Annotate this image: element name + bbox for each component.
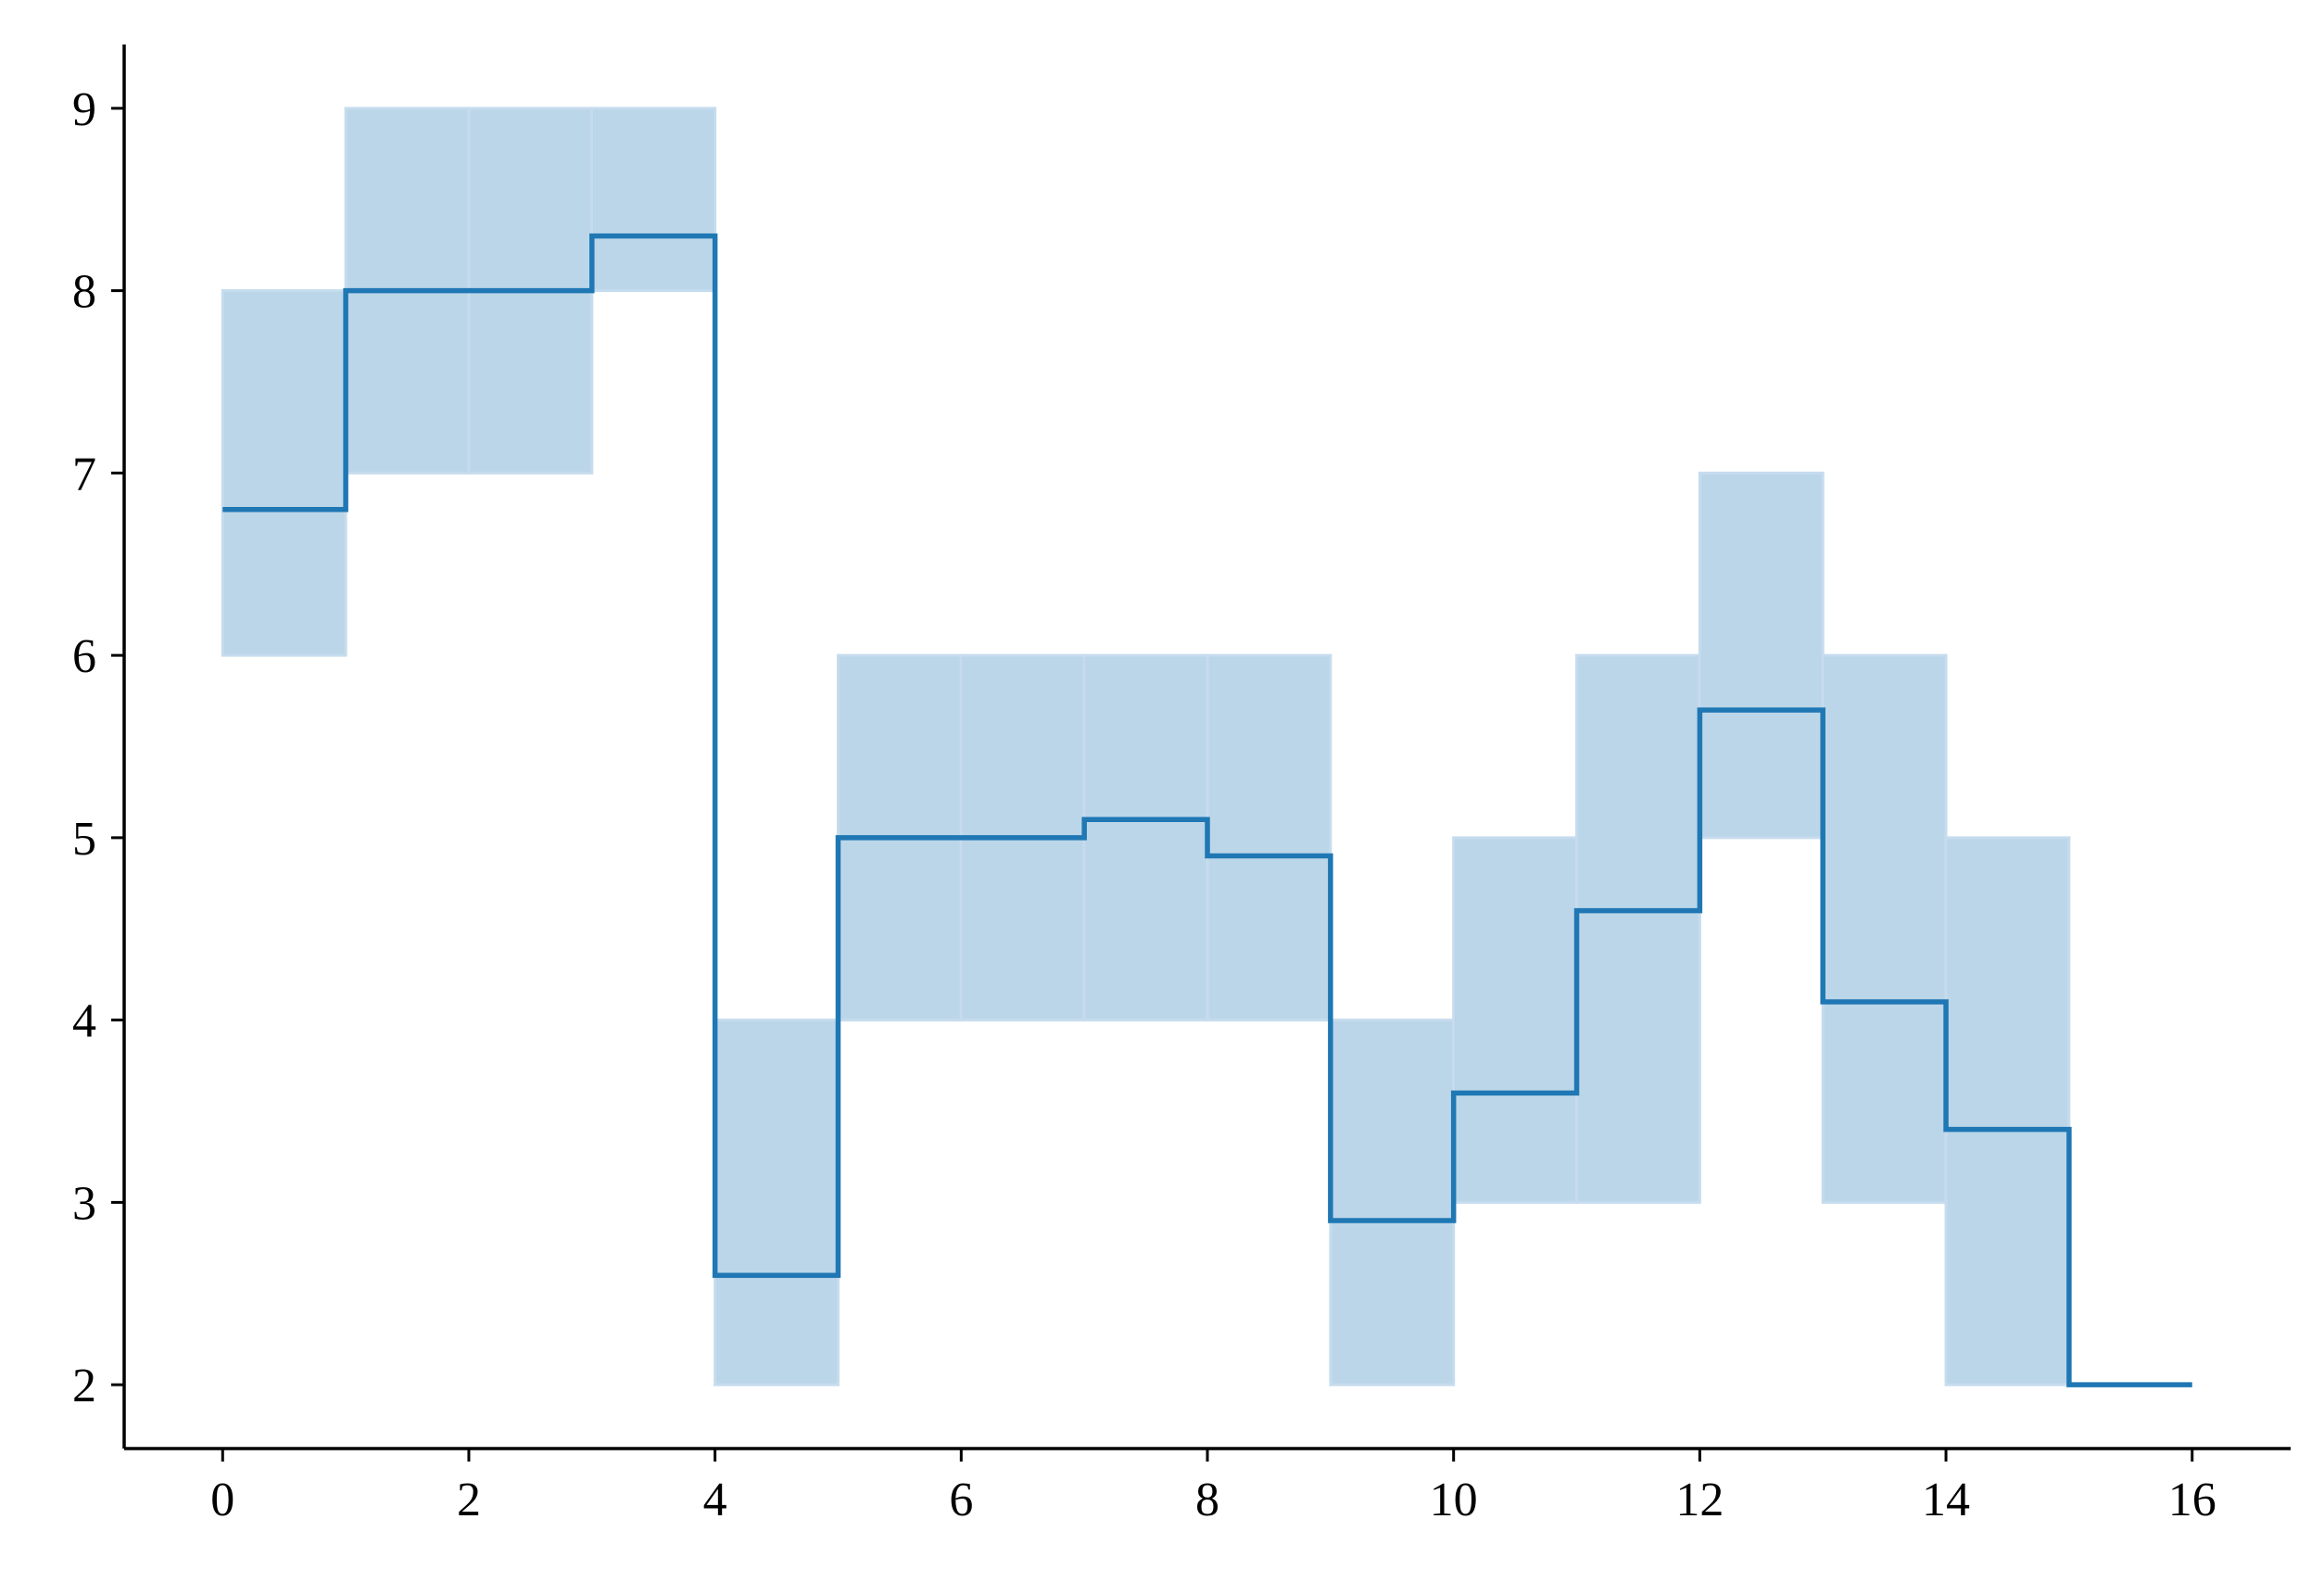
band-segment [1944, 836, 2071, 1386]
band-segment [590, 107, 717, 293]
band-segment [1452, 836, 1579, 1204]
band-segment [1206, 653, 1333, 1022]
y-tick-label: 2 [72, 1360, 96, 1412]
y-tick-label: 5 [72, 813, 96, 866]
band-segment [1821, 653, 1948, 1204]
y-axis-ticks: 2 3 4 5 6 7 8 9 [72, 83, 124, 1412]
confidence-band [221, 107, 2071, 1386]
band-segment [1575, 653, 1701, 1204]
x-tick-label: 6 [949, 1474, 973, 1526]
x-tick-label: 14 [1922, 1474, 1970, 1526]
y-tick-label: 7 [72, 448, 96, 500]
band-segment [714, 1019, 840, 1386]
band-segment [1082, 653, 1209, 1022]
series-line [222, 233, 2192, 1387]
band-segment [1329, 1019, 1456, 1386]
x-tick-label: 16 [2168, 1474, 2217, 1526]
x-tick-label: 0 [210, 1474, 234, 1526]
y-tick-label: 9 [72, 83, 96, 136]
x-tick-label: 2 [457, 1474, 481, 1526]
y-tick-label: 6 [72, 630, 96, 683]
x-tick-label: 4 [703, 1474, 727, 1526]
y-tick-label: 3 [72, 1177, 96, 1230]
series-line-group [222, 233, 2192, 1387]
x-axis-ticks: 0 2 4 6 8 10 12 14 16 [210, 1449, 2217, 1526]
band-segment [221, 289, 347, 657]
x-tick-label: 8 [1195, 1474, 1219, 1526]
y-tick-label: 4 [72, 995, 96, 1048]
x-tick-label: 10 [1430, 1474, 1478, 1526]
y-tick-label: 8 [72, 266, 96, 319]
x-tick-label: 12 [1675, 1474, 1724, 1526]
band-segment [1698, 471, 1825, 840]
